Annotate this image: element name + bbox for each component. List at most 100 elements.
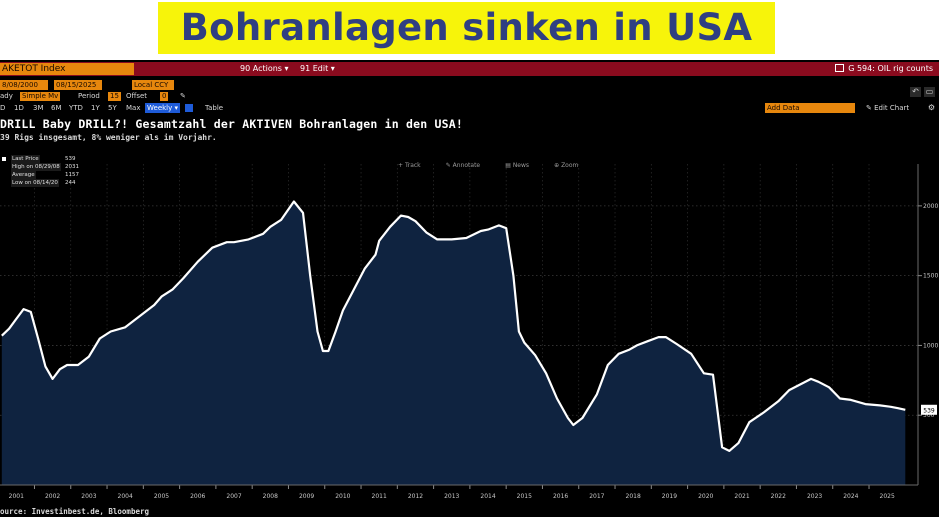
range-d[interactable]: D [0,104,6,112]
ticker-field[interactable]: AKETOT Index [0,63,134,75]
study-label: ady [0,92,13,100]
chart-legend: Last Price 539 High on 08/29/08 2031 Avera… [1,155,81,187]
x-tick-label: 2004 [118,493,133,500]
legend-item[interactable]: Last Price 539 [1,155,81,163]
chart-id-text: G 594: OIL rig counts [848,64,933,73]
x-tick-label: 2018 [626,493,641,500]
x-tick-label: 2019 [662,493,677,500]
x-tick-label: 2025 [880,493,895,500]
rig-count-chart[interactable]: 2000 1500 1000 500 2001 2002 2003 2004 2005 2006… [0,60,939,517]
zoom-button[interactable]: ⊕ Zoom [554,162,579,169]
pencil-icon: ✎ [866,104,875,112]
legend-swatch [2,157,6,161]
edit-chart-button[interactable]: ✎ Edit Chart [866,103,909,113]
x-tick-label: 2014 [480,493,495,500]
annotate-label: Annotate [452,162,481,169]
banner-title: Bohranlagen sinken in USA [158,2,775,54]
x-tick-label: 2006 [190,493,205,500]
bloomberg-terminal: AKETOT Index 90 Actions ▾ 91 Edit ▾ G 59… [0,60,939,517]
undo-icon[interactable]: ↶ [910,87,921,97]
track-label: Track [404,162,421,169]
series-area-fill [1,201,906,485]
x-tick-label: 2005 [154,493,169,500]
x-tick-label: 2021 [734,493,749,500]
legend-item[interactable]: High on 08/29/08 2031 [1,163,81,171]
add-data-field[interactable]: Add Data [765,103,855,113]
window-icon[interactable]: ▭ [924,87,935,97]
window-controls: ↶ ▭ [907,79,935,97]
legend-value: 244 [65,180,76,186]
track-button[interactable]: + Track [398,162,421,169]
actions-number-icon: 90 [240,64,253,73]
last-value-box [921,404,937,415]
x-tick-label: 2022 [771,493,786,500]
actions-chevron-icon: ▾ [281,64,289,73]
legend-item[interactable]: Average 1157 [1,171,81,179]
period-label: Period [78,92,100,100]
range-1y[interactable]: 1Y [91,104,100,112]
legend-item[interactable]: Low on 08/14/20 244 [1,179,81,187]
news-button[interactable]: ▤ News [505,162,530,169]
edit-chart-label: Edit Chart [874,104,910,112]
y-axis: 2000 1500 1000 500 [918,203,938,419]
last-value-tag: 539 [921,404,937,415]
legend-value: 539 [65,156,76,162]
x-tick-label: 2010 [335,493,350,500]
x-tick-label: 2016 [553,493,568,500]
legend-value: 2031 [65,164,79,170]
legend-label: Low on 08/14/20 [11,179,59,187]
range-5y[interactable]: 5Y [108,104,117,112]
chart-id-label[interactable]: G 594: OIL rig counts [835,63,933,75]
x-tick-label: 2020 [698,493,713,500]
period-field[interactable]: 15 [108,92,121,101]
x-tick-label: 2001 [9,493,24,500]
study-row: ady Simple Mv Period 15 Offset 0 ✎ [0,91,939,102]
x-tick-label: 2024 [843,493,858,500]
table-button[interactable]: Table [205,104,224,112]
edit-chevron-icon: ▾ [328,64,335,73]
frequency-select[interactable]: Weekly ▾ [145,103,181,113]
y-tick-label: 500 [923,412,935,419]
gear-icon[interactable]: ⚙ [927,103,935,112]
series-line [1,200,906,452]
zoom-label: Zoom [561,162,579,169]
actions-menu[interactable]: 90 Actions ▾ [240,63,289,75]
range-6m[interactable]: 6M [51,104,62,112]
x-tick-label: 2007 [226,493,241,500]
chevron-down-icon: ▾ [172,104,179,112]
legend-label: High on 08/29/08 [11,163,61,171]
edit-label: Edit [312,64,329,73]
x-tick-label: 2002 [45,493,60,500]
range-3m[interactable]: 3M [33,104,44,112]
x-tick-label: 2008 [263,493,278,500]
annotate-button[interactable]: ✎ Annotate [445,162,481,169]
plot-toolbar: + Track ✎ Annotate ▤ News ⊕ Zoom [398,152,598,169]
x-tick-label: 2011 [372,493,387,500]
range-ytd[interactable]: YTD [69,104,83,112]
start-date-field[interactable]: 8/08/2000 [0,80,48,90]
title-bar: AKETOT Index 90 Actions ▾ 91 Edit ▾ G 59… [0,62,939,76]
chart-title: DRILL Baby DRILL?! Gesamtzahl der AKTIVE… [0,117,464,131]
x-tick-label: 2015 [517,493,532,500]
x-tick-label: 2023 [807,493,822,500]
options-row: 8/08/2000 08/15/2025 Local CCY ↶ ▭ [0,79,939,97]
actions-label: Actions [252,64,282,73]
x-tick-label: 2013 [444,493,459,500]
range-max[interactable]: Max [126,104,141,112]
header-banner: Bohranlagen sinken in USA [0,0,939,60]
frequency-label: Weekly [147,104,173,112]
edit-menu[interactable]: 91 Edit ▾ [300,63,335,75]
offset-field[interactable]: 0 [160,92,169,101]
currency-field[interactable]: Local CCY [132,80,174,90]
end-date-field[interactable]: 08/15/2025 [54,80,102,90]
chart-subtitle: 39 Rigs insgesamt, 8% weniger als im Vor… [0,133,217,142]
x-axis: 2001 2002 2003 2004 2005 2006 2007 2008 2009 2010… [0,484,918,500]
study-type-select[interactable]: Simple Mv [20,92,61,101]
range-1d[interactable]: 1D [14,104,24,112]
legend-value: 1157 [65,172,79,178]
toggle-icon[interactable] [185,104,193,112]
pencil-icon[interactable]: ✎ [180,92,186,100]
range-bar: D 1D 3M 6M YTD 1Y 5Y Max Weekly ▾ Table … [0,102,939,114]
x-tick-label: 2003 [81,493,96,500]
legend-label: Average [11,171,36,179]
